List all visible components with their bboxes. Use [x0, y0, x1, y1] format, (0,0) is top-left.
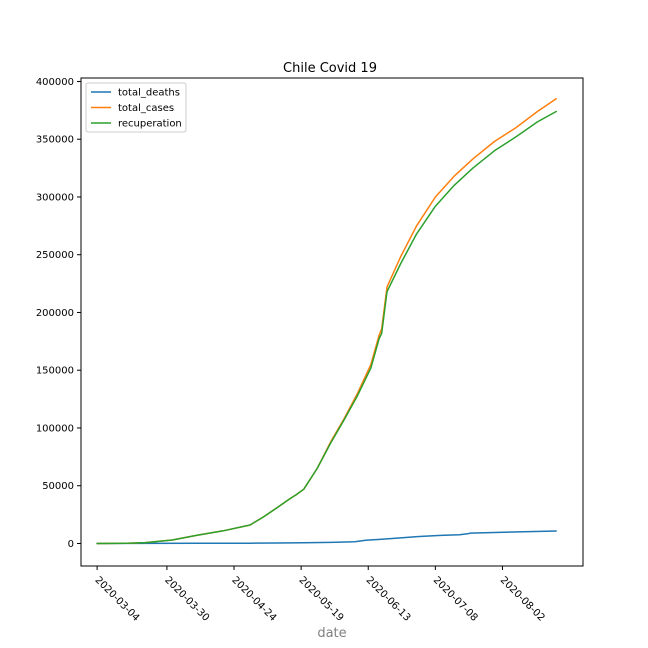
- y-tick-label: 50000: [42, 481, 74, 492]
- y-tick-label: 350000: [36, 135, 74, 146]
- legend: total_deaths total_cases recuperation: [85, 82, 187, 133]
- y-tick-label: 0: [68, 539, 74, 550]
- y-tick-label: 200000: [36, 308, 74, 319]
- chart-title: Chile Covid 19: [283, 61, 377, 76]
- legend-label-total-deaths: total_deaths: [118, 88, 180, 99]
- plot-frame: [80, 77, 584, 567]
- y-tick-label: 150000: [36, 366, 74, 377]
- series-line-total-deaths: [96, 530, 557, 545]
- y-tick-label: 100000: [36, 423, 74, 434]
- y-tick-label: 300000: [36, 192, 74, 203]
- legend-label-recuperation: recuperation: [118, 119, 182, 130]
- plot-lines: [96, 98, 557, 545]
- x-axis-label: date: [317, 626, 346, 641]
- y-axis: 0 50000 100000 150000 200000 250000 300000 3500…: [36, 77, 81, 550]
- y-tick-label: 250000: [36, 250, 74, 261]
- legend-label-total-cases: total_cases: [118, 103, 174, 114]
- legend-box: [85, 82, 187, 133]
- series-line-recuperation: [96, 110, 557, 545]
- y-tick-label: 400000: [36, 77, 74, 88]
